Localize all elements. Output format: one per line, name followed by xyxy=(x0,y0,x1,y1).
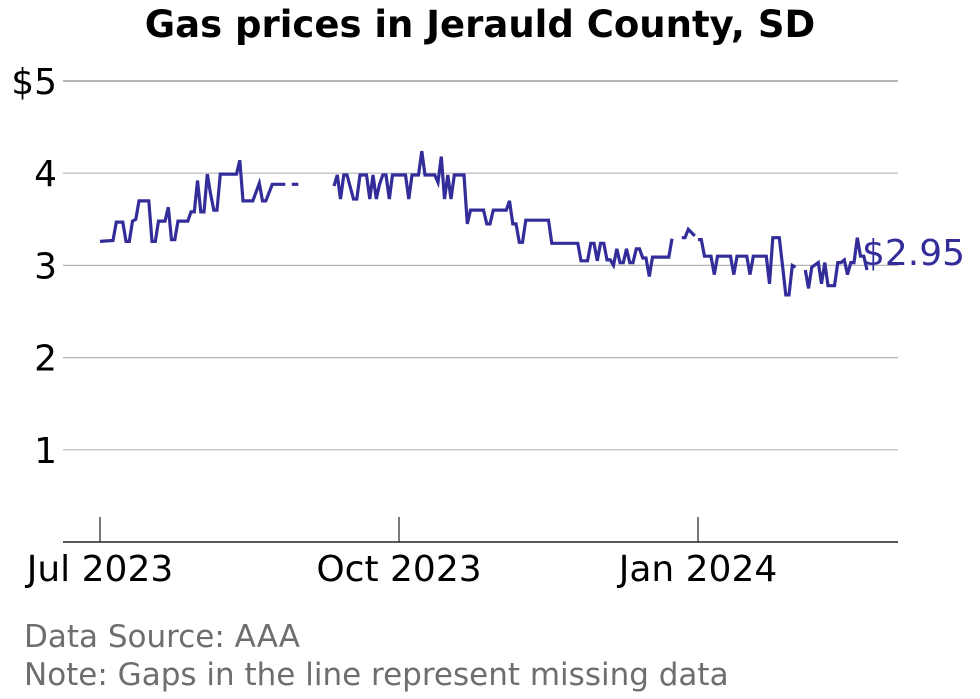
end-value-label: $2.95 xyxy=(862,233,965,274)
price-line-segment xyxy=(698,236,797,297)
x-tick-label: Jan 2024 xyxy=(617,549,778,590)
y-tick-label: 4 xyxy=(34,154,57,195)
y-tick-label: 2 xyxy=(34,339,57,380)
chart-title: Gas prices in Jerauld County, SD xyxy=(145,3,815,46)
price-line-segment xyxy=(803,237,869,289)
x-axis-ticks: Jul 2023 Oct 2023 Jan 2024 xyxy=(25,517,778,590)
price-line-segment xyxy=(332,150,674,277)
missing-data-note: Note: Gaps in the line represent missing… xyxy=(24,657,729,693)
data-source-note: Data Source: AAA xyxy=(24,619,300,655)
y-axis-ticks: 1 2 3 4 $5 xyxy=(11,62,57,472)
y-tick-label: 1 xyxy=(34,431,57,472)
gridlines xyxy=(63,80,898,451)
price-line-segment xyxy=(99,159,286,243)
x-tick-label: Oct 2023 xyxy=(316,549,481,590)
price-line xyxy=(99,150,869,297)
x-tick-label: Jul 2023 xyxy=(25,549,174,590)
y-tick-label: $5 xyxy=(11,62,57,103)
y-tick-label: 3 xyxy=(34,246,57,287)
price-line-segment xyxy=(681,226,696,240)
